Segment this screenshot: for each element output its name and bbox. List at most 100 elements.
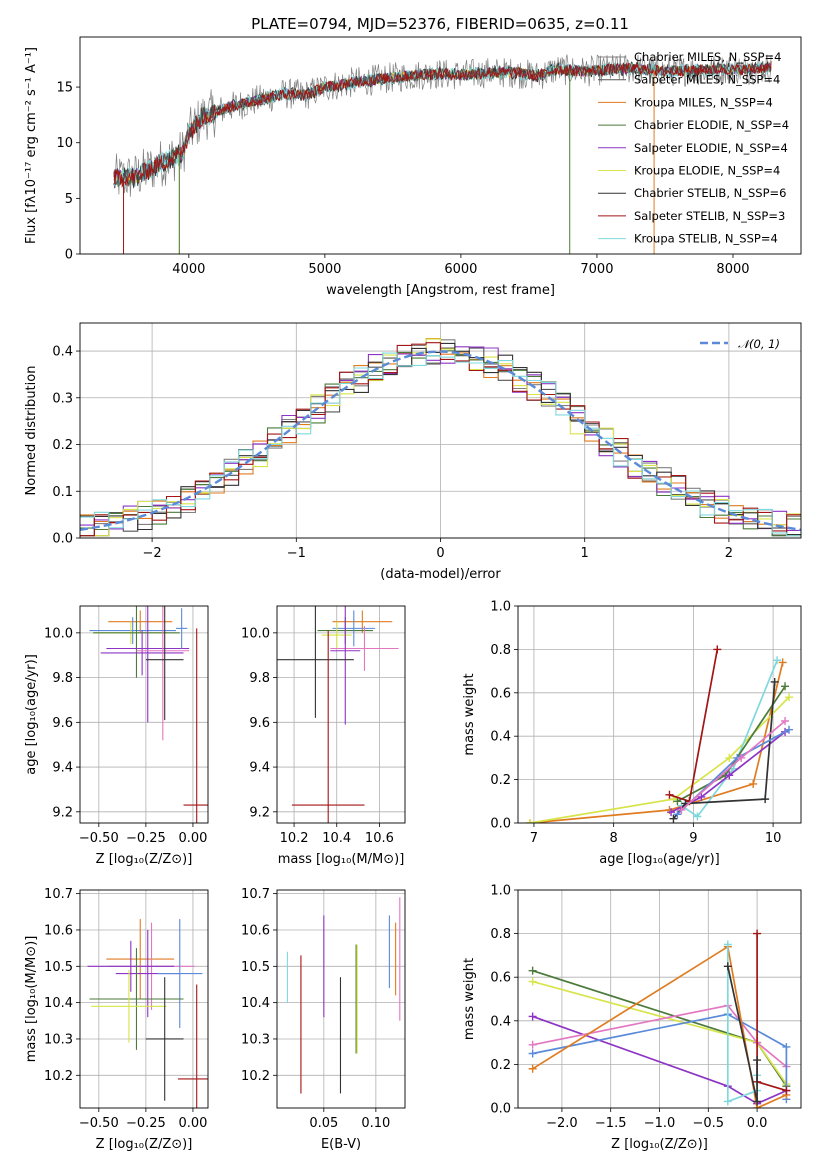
y-tick-label: 10.2 (44, 1069, 73, 1084)
mass-weight-line (532, 945, 787, 1108)
error-bar-point (106, 606, 190, 723)
axes-frame (79, 36, 802, 255)
x-tick-label: 7 (530, 831, 538, 846)
point-marker (770, 677, 779, 686)
point-marker (753, 929, 762, 938)
y-tick-label: 1.0 (490, 600, 511, 615)
figure-title: PLATE=0794, MJD=52376, FIBERID=0635, z=0… (251, 15, 629, 33)
error-bar-point (277, 606, 354, 718)
x-axis-label: (data-model)/error (380, 567, 501, 582)
plot-area (89, 606, 208, 823)
error-bar-point (183, 628, 208, 823)
point-marker (528, 1049, 537, 1058)
panel-age-vs-mass: 10.2 10.4 10.6 9.2 9.4 9.6 9.8 10.0 mass [log₁₀(… (241, 605, 406, 867)
point-marker (781, 717, 790, 726)
point-marker (723, 940, 732, 949)
point-marker (713, 645, 722, 654)
y-tick-label: 10.5 (241, 960, 270, 975)
y-tick-label: 0.2 (490, 773, 511, 788)
panel-mass-vs-Z: −0.50 −0.25 0.00 10.2 10.3 10.4 10.5 10.6 10.7 Z … (24, 887, 209, 1152)
x-axis-label: wavelength [Angstrom, rest frame] (326, 283, 555, 298)
point-marker (782, 1042, 791, 1051)
point-marker (737, 753, 746, 762)
legend-entry: Kroupa MILES, N_SSP=4 (634, 95, 773, 109)
mass-weight-line (680, 720, 786, 811)
x-tick-label: 0.00 (178, 1116, 207, 1131)
error-bar-point (177, 984, 208, 1108)
plot-area (525, 645, 794, 823)
y-tick-label: 0.8 (490, 643, 511, 658)
point-marker (528, 1064, 537, 1073)
mass-weight-line (680, 659, 778, 818)
legend-entry: Chabrier ELODIE, N_SSP=4 (634, 118, 789, 132)
x-tick-label: 0.05 (309, 1116, 338, 1131)
y-tick-label: 10.7 (44, 887, 73, 902)
y-tick-label: 10.4 (44, 996, 73, 1011)
y-tick-label: 0.0 (52, 532, 73, 547)
error-bar-point (87, 940, 175, 992)
x-axis-label: Z [log₁₀(Z/Z⊙)] (96, 852, 193, 867)
x-tick-label: −1.0 (644, 1116, 676, 1131)
axes-frame (79, 322, 802, 539)
panel-age-vs-Z: −0.50 −0.25 0.00 9.2 9.4 9.6 9.8 10.0 Z [log₁₀(Z… (24, 605, 209, 867)
x-tick-label: −0.5 (693, 1116, 725, 1131)
y-tick-label: 9.4 (52, 761, 73, 776)
error-bar-point (89, 948, 184, 1050)
point-marker (667, 808, 676, 817)
panel-spectrum: 4000 5000 6000 7000 8000 0 5 10 15 wavelength [An… (24, 36, 802, 298)
x-axis-label: Z [log₁₀(Z/Z⊙)] (611, 1137, 708, 1152)
y-tick-label: 10.6 (241, 923, 270, 938)
x-axis-label: age [log₁₀(age/yr)] (599, 852, 720, 867)
x-axis-label: Z [log₁₀(Z/Z⊙)] (96, 1137, 193, 1152)
error-bar-point (136, 606, 190, 741)
plot-area (286, 897, 401, 1094)
y-axis-label: mass weight (462, 673, 477, 755)
x-tick-label: 9 (689, 831, 697, 846)
error-bar-point (332, 610, 376, 647)
axes-frame (79, 889, 209, 1109)
y-axis-label: mass [log₁₀(M/M⊙)] (24, 936, 39, 1063)
legend-entry: Salpeter ELODIE, N_SSP=4 (634, 141, 788, 155)
point-marker (723, 962, 732, 971)
x-tick-label: 4000 (172, 262, 205, 277)
axes-frame (517, 605, 802, 824)
x-tick-label: 0.0 (747, 1116, 768, 1131)
error-bar-point (106, 919, 175, 999)
error-bar-point (157, 919, 203, 1029)
x-tick-label: −0.50 (79, 1116, 119, 1131)
mass-weight-line (532, 1015, 787, 1105)
point-marker (761, 795, 770, 804)
y-tick-label: 9.8 (52, 671, 73, 686)
x-tick-label: 7000 (580, 262, 613, 277)
error-bar-point (321, 621, 352, 649)
y-tick-label: 0.4 (490, 1014, 511, 1029)
x-tick-label: −1 (287, 546, 306, 561)
x-tick-label: 8 (610, 831, 618, 846)
x-axis-label: mass [log₁₀(M/M⊙)] (278, 852, 405, 867)
x-tick-label: −0.25 (126, 1116, 166, 1131)
point-marker (778, 658, 787, 667)
point-marker (525, 819, 534, 823)
y-tick-label: 10.3 (44, 1032, 73, 1047)
point-marker (528, 1040, 537, 1049)
y-tick-label: 10.2 (241, 1069, 270, 1084)
legend-entry: Salpeter STELIB, N_SSP=3 (634, 209, 785, 223)
error-bar-point (145, 977, 184, 1101)
y-tick-label: 0.8 (490, 927, 511, 942)
y-tick-label: 10.4 (241, 996, 270, 1011)
panel-mass-weight-vs-age: 7 8 9 10 0.0 0.2 0.4 0.6 0.8 1.0 age [log₁₀(age/yr… (462, 600, 802, 867)
y-axis-label: Normed distribution (24, 366, 39, 496)
x-tick-label: 5000 (308, 262, 341, 277)
plot-area (528, 929, 791, 1108)
y-tick-label: 10.5 (44, 960, 73, 975)
y-tick-label: 0.1 (52, 485, 73, 500)
y-tick-label: 0 (65, 248, 73, 263)
histogram-step (80, 346, 801, 531)
y-tick-label: 10.0 (241, 626, 270, 641)
mass-weight-line (529, 696, 790, 823)
error-bar-point (93, 606, 180, 678)
axes-frame (517, 889, 802, 1109)
y-tick-label: 1.0 (490, 884, 511, 899)
point-marker (749, 779, 758, 788)
error-bar-point (108, 610, 173, 633)
